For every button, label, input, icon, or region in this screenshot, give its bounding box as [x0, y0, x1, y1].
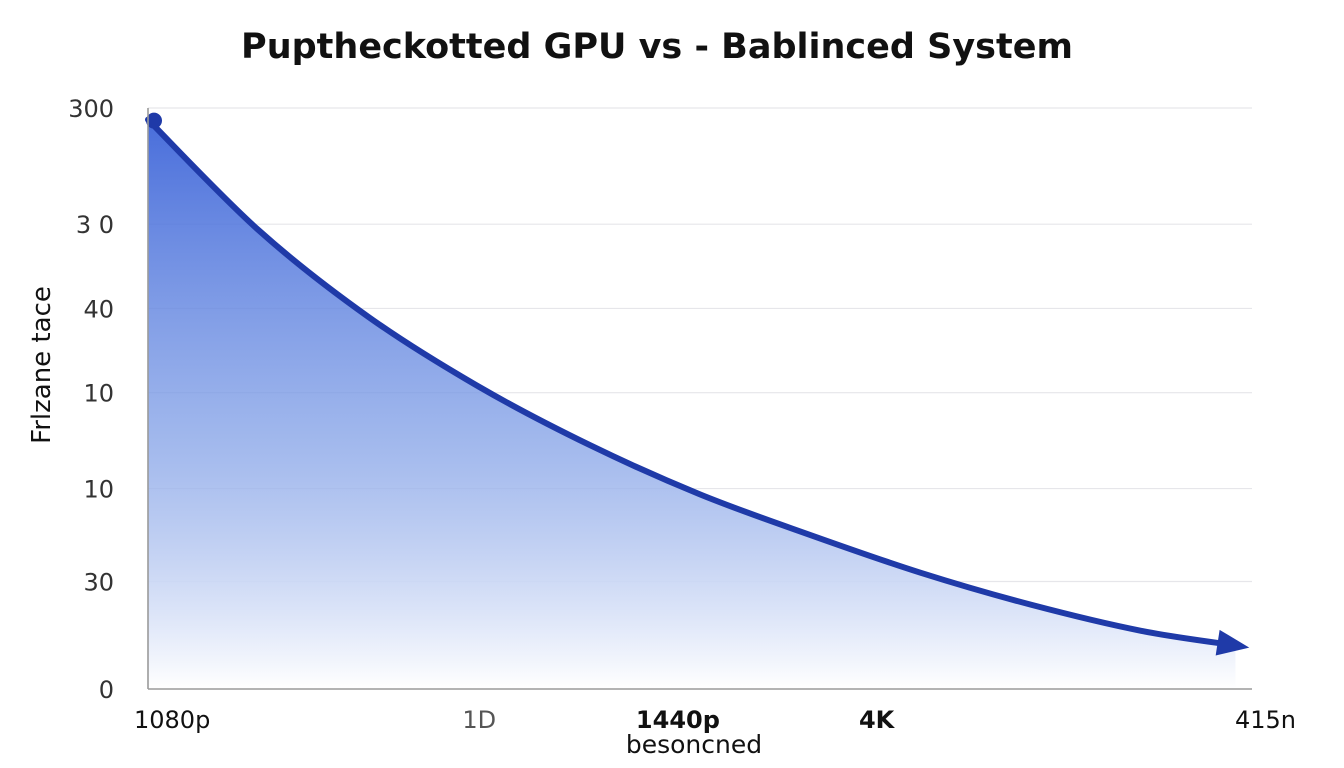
y-tick-label: 3 0: [76, 211, 114, 239]
chart-title: Puptheckotted GPU vs - Bablinced System: [241, 27, 1073, 67]
x-tick-label: 1D: [462, 706, 496, 734]
y-tick-label: 30: [83, 569, 114, 597]
y-tick-label: 40: [83, 295, 114, 323]
start-point: [146, 112, 162, 129]
x-tick-label: 1080p: [134, 706, 210, 734]
axis-layer: [147, 108, 1252, 690]
y-axis-label: Frlzane tace: [27, 286, 57, 444]
y-tick-label: 0: [99, 676, 114, 704]
x-tick-label: 415n: [1235, 706, 1296, 734]
y-tick-label: 10: [83, 380, 114, 408]
area-fill: [148, 119, 1236, 690]
end-arrow: [1215, 629, 1250, 656]
area-layer: [145, 112, 1250, 690]
x-tick-label: 1440p: [636, 706, 720, 734]
y-tick-label: 10: [83, 476, 114, 504]
x-tick-label: 4K: [859, 706, 896, 734]
x-tick-labels: 1080p 1D 1440p 4K 415n: [134, 706, 1296, 734]
x-axis-label: besoncned: [626, 730, 762, 759]
series-line: [145, 116, 1239, 649]
y-tick-label: 300: [68, 95, 114, 123]
